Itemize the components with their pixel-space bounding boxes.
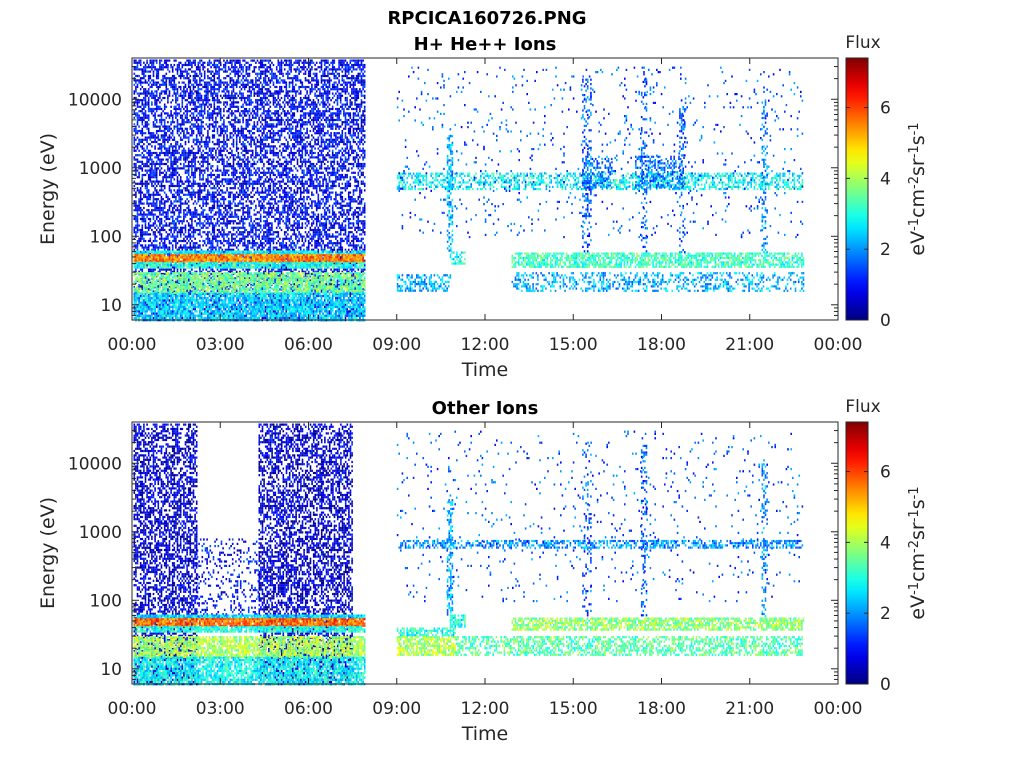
- colorbar-label-unit: s: [907, 499, 929, 509]
- y-tick-label: 1000: [79, 523, 122, 543]
- x-tick-label: 00:00: [814, 335, 863, 355]
- heatmap-segment: [456, 636, 803, 656]
- x-tick-label: 21:00: [725, 699, 774, 719]
- x-tick-label: 09:00: [372, 699, 421, 719]
- colorbar-label-exponent: -1: [907, 582, 922, 595]
- x-tick-label: 09:00: [372, 335, 421, 355]
- figure-title: RPCICA160726.PNG: [387, 8, 586, 29]
- colorbar-tick-label: 0: [880, 311, 891, 331]
- colorbar-label-unit: sr: [907, 522, 929, 540]
- heatmap-segment: [450, 615, 466, 628]
- colorbar-label-exponent: -1: [907, 509, 922, 522]
- x-tick-label: 15:00: [549, 335, 598, 355]
- heatmap-segment: [134, 262, 366, 269]
- heatmap-segment: [397, 431, 803, 603]
- colorbar-tick-label: 2: [880, 240, 891, 260]
- colorbar-label-unit: sr: [907, 158, 929, 176]
- heatmap-segment: [512, 618, 805, 631]
- colorbar-title: Flux: [845, 33, 880, 53]
- y-axis-label: Energy (eV): [37, 497, 59, 609]
- colorbar-label-unit: cm: [907, 553, 929, 582]
- x-tick-label: 03:00: [196, 699, 245, 719]
- heatmap-segment: [134, 293, 366, 322]
- x-axis-label: Time: [461, 723, 509, 745]
- x-tick-label: 00:00: [814, 699, 863, 719]
- y-tick-label: 10000: [68, 454, 122, 474]
- x-tick-label: 06:00: [284, 699, 333, 719]
- y-tick-label: 1000: [79, 159, 122, 179]
- x-tick-label: 18:00: [637, 699, 686, 719]
- colorbar-label-exponent: -1: [907, 145, 922, 158]
- y-tick-label: 10: [100, 660, 122, 680]
- heatmap-segment: [641, 445, 647, 617]
- heatmap-segment: [512, 253, 805, 268]
- x-tick-label: 18:00: [637, 335, 686, 355]
- heatmap-segment: [134, 618, 366, 627]
- x-tick-label: 15:00: [549, 699, 598, 719]
- colorbar-label-unit: eV: [907, 595, 929, 620]
- panel-title: Other Ions: [432, 398, 539, 419]
- heatmap-segment: [397, 636, 456, 656]
- colorbar-tick-label: 6: [880, 99, 891, 119]
- x-tick-label: 03:00: [196, 335, 245, 355]
- heatmap-segment: [582, 443, 592, 617]
- colorbar-label-exponent: -1: [907, 486, 922, 499]
- colorbar-label-unit: s: [907, 135, 929, 145]
- x-tick-label: 12:00: [461, 699, 510, 719]
- y-axis-label: Energy (eV): [37, 133, 59, 245]
- y-tick-label: 10: [100, 296, 122, 316]
- heatmap-segment: [447, 499, 453, 616]
- colorbar-label: eV-1cm-2sr-1s-1: [907, 122, 929, 255]
- heatmap-segment: [450, 252, 466, 265]
- colorbar-tick-label: 6: [880, 463, 891, 483]
- colorbar-label-unit: eV: [907, 231, 929, 256]
- panel-h-he-ions: H+ He++ Ions 00:00 03:00 06:00 09:00 12:00 15:…: [37, 33, 929, 381]
- colorbar-tick-label: 4: [880, 533, 891, 553]
- colorbar-label-unit: cm: [907, 189, 929, 218]
- panel-other-ions: Other Ions 00:00 03:00 06:00 09:00 12:00 15:00…: [37, 397, 929, 745]
- heatmap-segment: [762, 99, 768, 253]
- colorbar-tick-label: 2: [880, 604, 891, 624]
- colorbar-tick-label: 4: [880, 169, 891, 189]
- colorbar: [846, 422, 868, 684]
- y-tick-label: 100: [90, 591, 122, 611]
- y-tick-label: 10000: [68, 90, 122, 110]
- colorbar-label-exponent: -1: [907, 218, 922, 231]
- colorbar-label-exponent: -2: [907, 176, 922, 189]
- panel-title: H+ He++ Ions: [414, 34, 557, 55]
- heatmap-segment: [197, 538, 259, 617]
- x-tick-label: 12:00: [461, 335, 510, 355]
- figure: RPCICA160726.PNG H+ He++ Ions 00:00 03:00 0…: [0, 0, 1024, 768]
- heatmap-segment: [447, 135, 453, 252]
- x-tick-label: 21:00: [725, 335, 774, 355]
- colorbar-tick-label: 0: [880, 675, 891, 695]
- x-tick-label: 06:00: [284, 335, 333, 355]
- colorbar-label: eV-1cm-2sr-1s-1: [907, 486, 929, 619]
- x-tick-label: 00:00: [108, 335, 157, 355]
- heatmap-segment: [512, 272, 805, 292]
- heatmap-segment: [582, 79, 592, 253]
- y-tick-label: 100: [90, 227, 122, 247]
- colorbar-label-exponent: -2: [907, 540, 922, 553]
- x-tick-label: 00:00: [108, 699, 157, 719]
- heatmap-cells: [134, 60, 805, 322]
- colorbar-title: Flux: [845, 397, 880, 417]
- x-axis-label: Time: [461, 359, 509, 381]
- colorbar: [846, 58, 868, 320]
- heatmap-cells: [134, 424, 805, 686]
- colorbar-label-exponent: -1: [907, 122, 922, 135]
- heatmap-segment: [397, 67, 803, 239]
- heatmap-segment: [397, 628, 456, 637]
- heatmap-segment: [397, 274, 451, 292]
